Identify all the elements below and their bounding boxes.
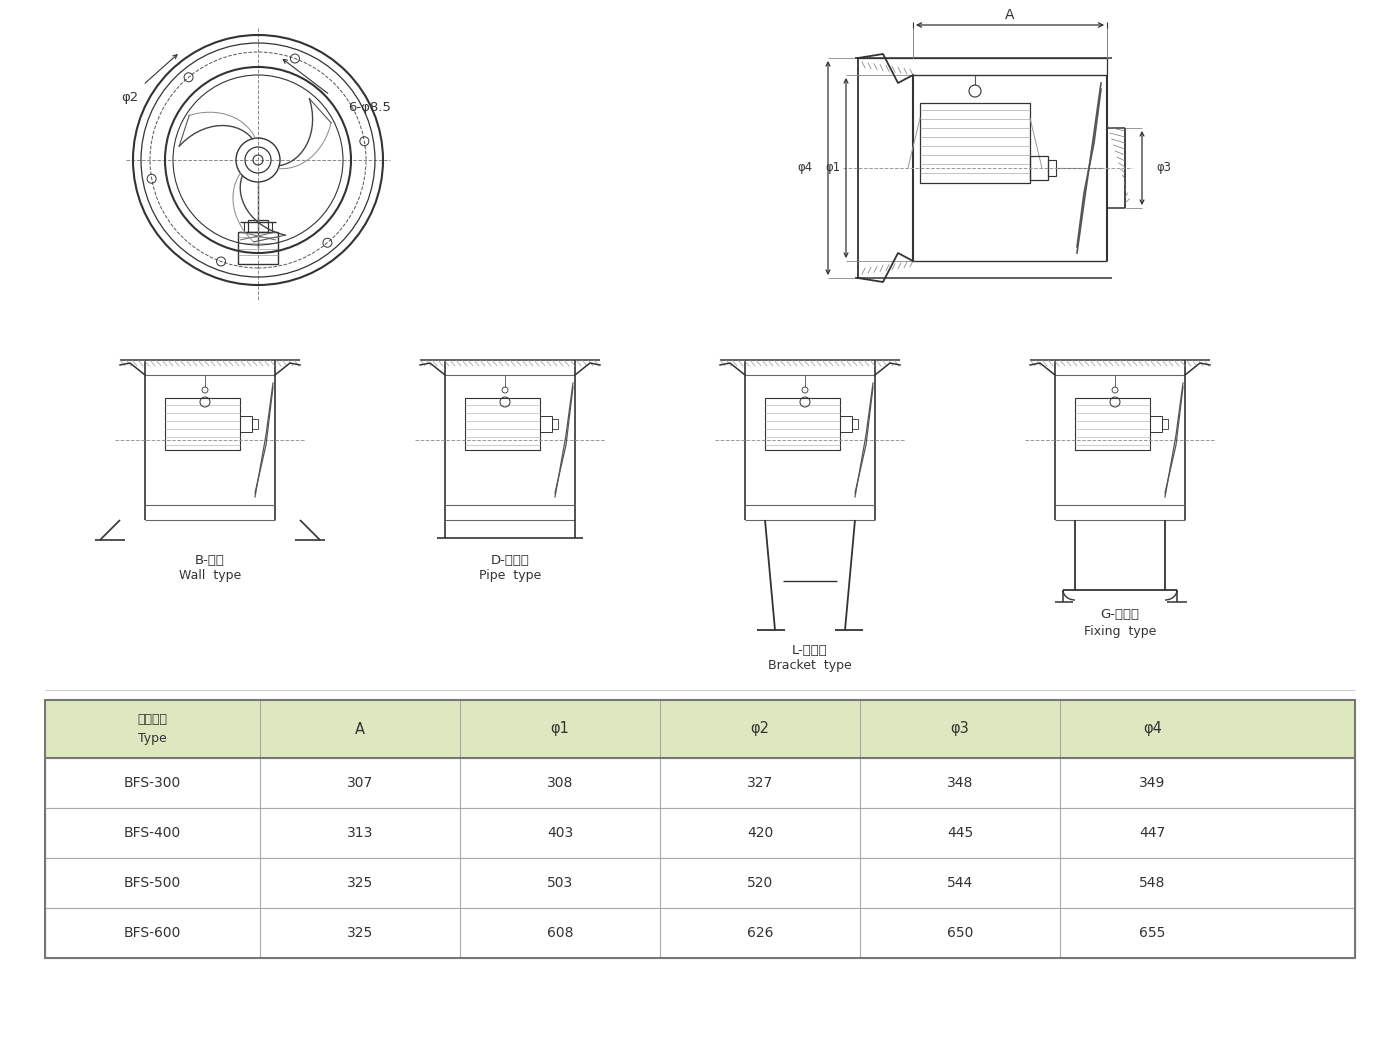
Bar <box>165 398 239 450</box>
Text: 308: 308 <box>547 776 573 790</box>
Text: BFS-500: BFS-500 <box>123 876 181 890</box>
Bar <box>45 700 1355 758</box>
Text: 325: 325 <box>347 926 374 940</box>
Text: 544: 544 <box>946 876 973 890</box>
Bar <box>552 419 559 429</box>
Text: Bracket  type: Bracket type <box>769 659 851 673</box>
Text: φ2: φ2 <box>750 721 770 737</box>
Text: B-壁式: B-壁式 <box>195 553 225 567</box>
Bar <box>45 808 1355 858</box>
Bar <box>248 220 267 233</box>
Text: 447: 447 <box>1140 826 1166 840</box>
Text: 548: 548 <box>1140 876 1166 890</box>
Text: 655: 655 <box>1140 926 1166 940</box>
Text: Wall  type: Wall type <box>179 570 241 582</box>
Text: φ2: φ2 <box>122 91 139 105</box>
Text: 420: 420 <box>746 826 773 840</box>
Bar <box>1075 398 1149 450</box>
Text: φ4: φ4 <box>1142 721 1162 737</box>
Text: A: A <box>1005 8 1015 22</box>
Text: φ1: φ1 <box>550 721 570 737</box>
Text: BFS-600: BFS-600 <box>123 926 181 940</box>
Bar <box>239 416 252 432</box>
Bar <box>45 908 1355 958</box>
Bar <box>1162 419 1168 429</box>
Text: 445: 445 <box>946 826 973 840</box>
Bar <box>45 700 1355 958</box>
Text: L-岗位式: L-岗位式 <box>792 644 827 656</box>
Bar <box>45 858 1355 908</box>
Bar <box>45 758 1355 808</box>
Text: 307: 307 <box>347 776 374 790</box>
Text: A: A <box>356 721 365 737</box>
Text: φ3: φ3 <box>1156 162 1170 174</box>
Text: 313: 313 <box>347 826 374 840</box>
Text: G-固定式: G-固定式 <box>1100 608 1140 622</box>
Bar <box>1030 156 1049 180</box>
Bar <box>920 103 1030 183</box>
Text: Fixing  type: Fixing type <box>1084 625 1156 637</box>
Text: 型號規格
Type: 型號規格 Type <box>137 713 168 745</box>
Text: 349: 349 <box>1140 776 1166 790</box>
Text: 327: 327 <box>746 776 773 790</box>
Bar <box>252 419 258 429</box>
Text: BFS-400: BFS-400 <box>123 826 181 840</box>
Bar <box>465 398 540 450</box>
Text: 348: 348 <box>946 776 973 790</box>
Text: 608: 608 <box>547 926 573 940</box>
Text: 6-φ8.5: 6-φ8.5 <box>349 102 392 114</box>
Bar <box>1149 416 1162 432</box>
Bar <box>540 416 552 432</box>
Text: Pipe  type: Pipe type <box>479 570 542 582</box>
Bar <box>238 233 279 264</box>
Text: BFS-300: BFS-300 <box>123 776 181 790</box>
Text: 325: 325 <box>347 876 374 890</box>
Bar <box>840 416 853 432</box>
Text: 503: 503 <box>547 876 573 890</box>
Text: D-管道式: D-管道式 <box>490 553 529 567</box>
Text: φ4: φ4 <box>797 162 812 174</box>
Text: 650: 650 <box>946 926 973 940</box>
Text: 520: 520 <box>746 876 773 890</box>
Bar <box>1049 160 1056 176</box>
Text: 626: 626 <box>746 926 773 940</box>
Text: φ1: φ1 <box>826 162 841 174</box>
Text: φ3: φ3 <box>951 721 969 737</box>
Bar <box>764 398 840 450</box>
Text: 403: 403 <box>547 826 573 840</box>
Bar <box>853 419 858 429</box>
